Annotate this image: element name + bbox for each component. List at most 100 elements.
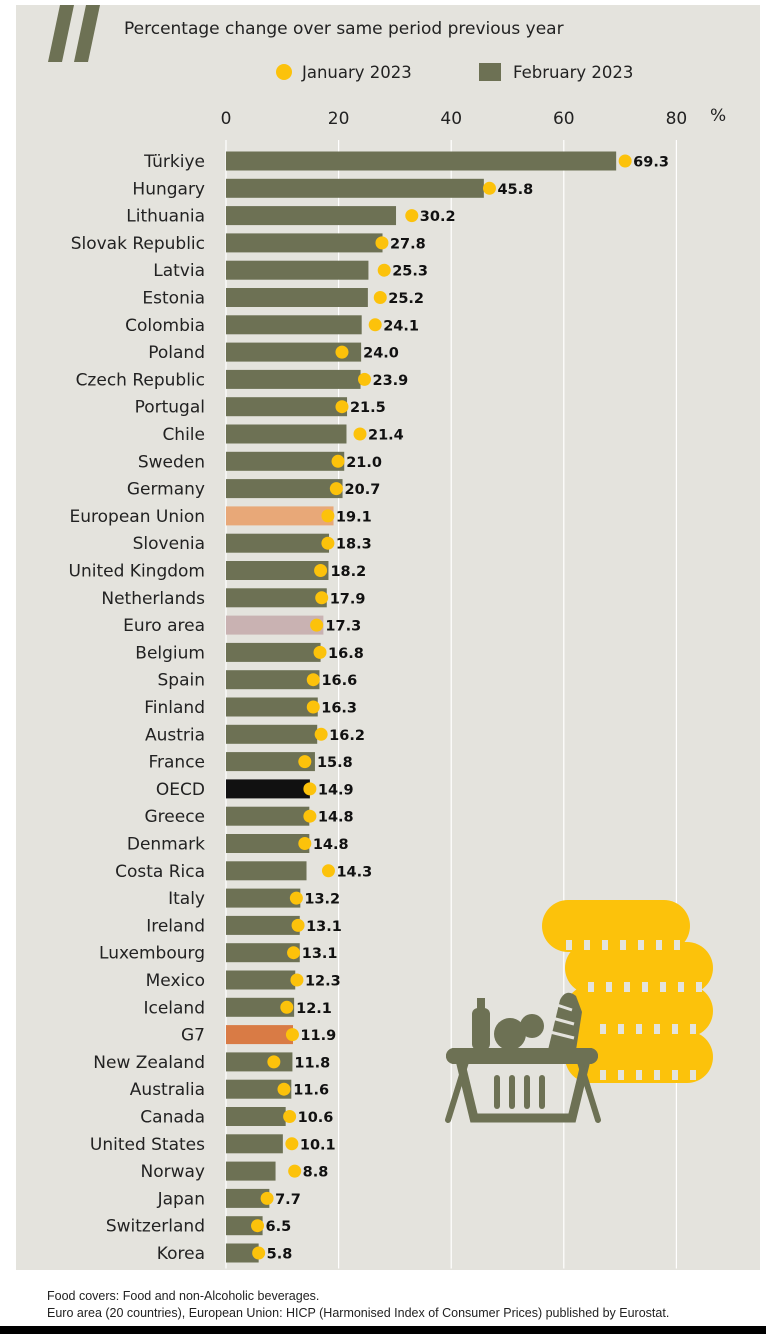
bar-norway: [226, 1161, 276, 1181]
data-label: 14.9: [318, 782, 354, 798]
dot-jan-belgium: [313, 645, 327, 659]
category-label: New Zealand: [93, 1053, 205, 1073]
data-label: 16.3: [321, 701, 357, 717]
legend-swatch-february: [479, 63, 501, 81]
category-label: Hungary: [132, 179, 205, 199]
bar-latvia: [226, 260, 369, 280]
category-label: Korea: [157, 1244, 205, 1264]
data-labels: 69.3 45.8 30.2 27.8 25.3 25.2 24.1 24.0 23.9 21.5…: [266, 155, 669, 1263]
category-label: Czech Republic: [76, 370, 205, 390]
dot-jan-iceland: [280, 1000, 294, 1014]
dot-jan-korea: [252, 1246, 266, 1260]
dot-jan-lithuania: [405, 209, 419, 223]
dot-jan-costa-rica: [321, 864, 335, 878]
data-label: 14.8: [318, 810, 354, 826]
category-label: Türkiye: [143, 152, 205, 172]
bar-chile: [226, 424, 347, 444]
bar-estonia: [226, 288, 368, 307]
x-tick-label-80: 80: [666, 109, 688, 129]
data-label: 16.2: [329, 728, 365, 744]
category-label: European Union: [70, 507, 206, 527]
bar-colombia: [226, 315, 362, 335]
category-label: Denmark: [127, 835, 205, 855]
january-dots: [251, 154, 632, 1260]
bar-luxembourg: [226, 943, 300, 963]
bar-sweden: [226, 451, 345, 471]
data-label: 23.9: [372, 373, 408, 389]
bar-portugal: [226, 397, 348, 417]
dot-jan-colombia: [368, 318, 382, 332]
bottom-rule: [0, 1326, 766, 1334]
bar-finland: [226, 697, 318, 717]
data-label: 18.3: [336, 537, 372, 553]
x-tick-label-40: 40: [440, 109, 462, 129]
data-label: 15.8: [317, 755, 353, 771]
bar-czech-republic: [226, 369, 361, 389]
category-label: Canada: [140, 1108, 205, 1128]
bar-costa-rica: [226, 861, 307, 881]
data-label: 14.8: [313, 837, 349, 853]
category-label: Netherlands: [101, 589, 205, 609]
data-label: 11.6: [293, 1083, 329, 1099]
category-label: Switzerland: [106, 1217, 205, 1237]
bar-lithuania: [226, 206, 397, 226]
bar-hungary: [226, 178, 484, 198]
category-label: France: [148, 753, 205, 773]
dot-jan-mexico: [290, 973, 304, 987]
category-label: Greece: [144, 807, 205, 827]
data-label: 69.3: [633, 155, 669, 171]
x-tick-label-60: 60: [553, 109, 575, 129]
dot-jan-italy: [289, 891, 303, 905]
data-label: 11.9: [300, 1028, 336, 1044]
bar-slovenia: [226, 533, 330, 553]
legend-label-february: February 2023: [513, 63, 633, 82]
category-label: Costa Rica: [115, 862, 205, 882]
dot-jan-switzerland: [251, 1219, 265, 1233]
data-label: 8.8: [303, 1165, 329, 1181]
bar-italy: [226, 888, 301, 908]
bar-australia: [226, 1079, 292, 1099]
data-label: 13.1: [306, 919, 342, 935]
footnote-food: Food covers: Food and non-Alcoholic beve…: [47, 1289, 320, 1303]
bar-united-states: [226, 1134, 283, 1154]
data-label: 45.8: [497, 182, 533, 198]
data-label: 27.8: [390, 236, 426, 252]
bar-g7: [226, 1025, 293, 1045]
bar-ireland: [226, 915, 300, 935]
bar-france: [226, 752, 315, 772]
category-label: Japan: [157, 1189, 205, 1209]
category-label: Finland: [144, 698, 205, 718]
category-label: G7: [181, 1026, 205, 1046]
category-label: Euro area: [123, 616, 205, 636]
dot-jan-czech-republic: [357, 372, 371, 386]
data-label: 13.1: [302, 946, 338, 962]
dot-jan-poland: [335, 345, 349, 359]
dot-jan-g7: [285, 1028, 299, 1042]
data-label: 17.3: [325, 619, 361, 635]
dot-jan-t-rkiye: [618, 154, 632, 168]
dot-jan-oecd: [303, 782, 317, 796]
dot-jan-japan: [260, 1191, 274, 1205]
bar-spain: [226, 670, 320, 690]
data-label: 16.8: [328, 646, 364, 662]
unit-label: %: [710, 106, 726, 126]
category-labels: Türkiye Hungary Lithuania Slovak Republic La…: [69, 152, 206, 1264]
dot-jan-austria: [314, 727, 328, 741]
data-label: 16.6: [321, 673, 357, 689]
bar-canada: [226, 1107, 286, 1126]
category-label: Sweden: [138, 452, 205, 472]
category-label: Mexico: [146, 971, 205, 991]
bar-netherlands: [226, 588, 327, 608]
dot-jan-portugal: [335, 400, 349, 414]
data-label: 7.7: [275, 1192, 301, 1208]
data-label: 5.8: [267, 1247, 293, 1263]
bar-slovak-republic: [226, 233, 383, 253]
category-label: OECD: [156, 780, 205, 800]
category-label: Slovak Republic: [71, 234, 205, 254]
legend-label-january: January 2023: [301, 63, 412, 82]
quote-mark-logo-icon: [48, 5, 100, 62]
data-label: 19.1: [336, 509, 372, 525]
bar-new-zealand: [226, 1052, 293, 1072]
category-label: Colombia: [125, 316, 205, 336]
data-label: 17.9: [330, 591, 366, 607]
